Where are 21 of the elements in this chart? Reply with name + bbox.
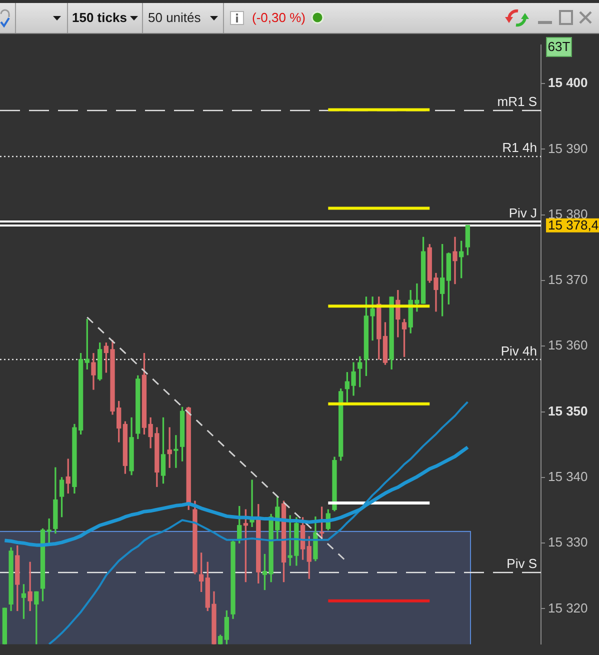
y-tick-label: 15 390 [548,140,588,156]
ref-line-label: R1 4h [502,140,537,155]
ref-line-label: Piv 4h [500,343,537,358]
y-tick-label: 15 320 [548,600,588,616]
text: 15 378,4 [548,217,599,232]
ref-line-label: Piv J [508,205,537,220]
text: 150 ticks [72,9,127,27]
candlestick [174,435,178,468]
candlestick [452,236,458,284]
y-tick-label: 15 360 [548,338,588,353]
y-tick-label: 15 400 [548,75,588,90]
ref-line-label: Piv S [506,556,538,571]
y-tick-label: 15 350 [548,403,588,418]
y-tick-label: 15 340 [548,469,588,484]
text: 63T [546,37,572,57]
y-tick-label: 15 370 [548,272,588,288]
text: 50 unités [148,9,201,27]
ref-line-label: mR1 S [497,94,538,109]
candlestick [28,562,32,612]
text: (-0,30 %) [252,9,306,27]
y-tick-label: 15 330 [548,534,588,550]
